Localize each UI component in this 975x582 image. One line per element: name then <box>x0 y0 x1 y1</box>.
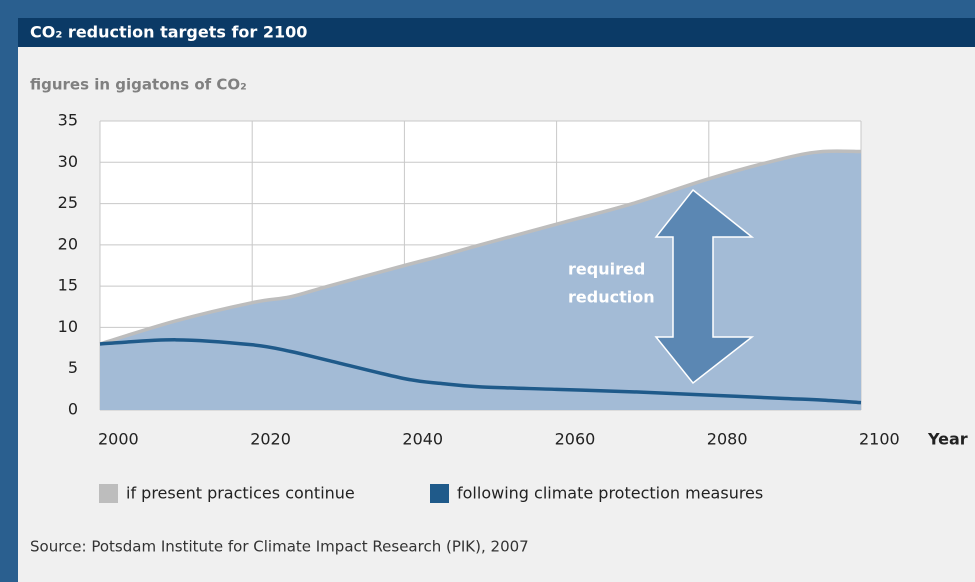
legend-swatch <box>99 484 118 503</box>
x-tick-label: 2000 <box>98 430 139 449</box>
x-tick-label: 2100 <box>859 430 900 449</box>
y-tick-label: 15 <box>58 276 78 295</box>
source: Source: Potsdam Institute for Climate Im… <box>30 538 529 556</box>
annotation-line: required <box>568 260 645 279</box>
y-tick-label: 5 <box>68 358 78 377</box>
y-tick-label: 35 <box>58 111 78 130</box>
x-tick-label: 2040 <box>402 430 443 449</box>
y-tick-label: 20 <box>58 234 78 253</box>
x-tick-label: 2080 <box>707 430 748 449</box>
x-axis-label: Year <box>927 430 968 449</box>
reduction-arrow <box>654 188 755 385</box>
chart-title: CO₂ reduction targets for 2100 <box>30 23 307 42</box>
legend-label: if present practices continue <box>126 484 355 503</box>
y-tick-label: 25 <box>58 193 78 212</box>
subtitle: figures in gigatons of CO₂ <box>30 76 247 94</box>
y-tick-label: 10 <box>58 317 78 336</box>
y-tick-label: 30 <box>58 152 78 171</box>
x-tick-label: 2020 <box>250 430 291 449</box>
series-line <box>99 149 862 346</box>
legend-label: following climate protection measures <box>457 484 763 503</box>
x-tick-label: 2060 <box>555 430 596 449</box>
legend-swatch <box>430 484 449 503</box>
legend: if present practices continue following c… <box>99 484 763 503</box>
series-line <box>99 338 862 405</box>
header-bar <box>18 18 975 47</box>
annotation-line: reduction <box>568 288 655 307</box>
y-tick-label: 0 <box>68 400 78 419</box>
